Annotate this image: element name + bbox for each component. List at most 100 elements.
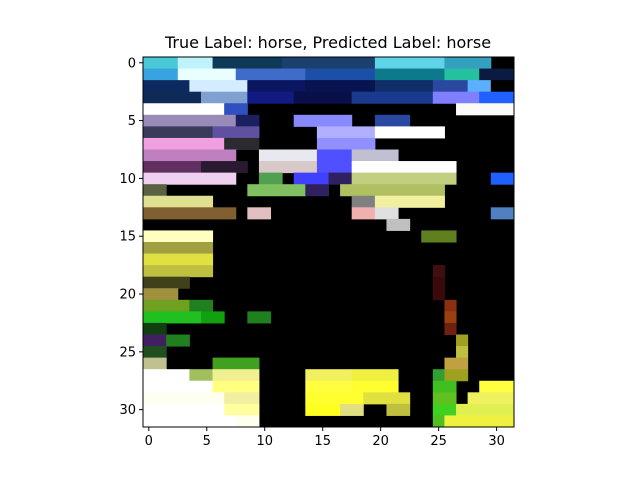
image-pixel-patch	[224, 137, 260, 150]
image-pixel-patch	[374, 195, 445, 208]
image-pixel-patch	[351, 380, 399, 393]
image-pixel-patch	[235, 68, 306, 81]
image-pixel-patch	[224, 403, 260, 416]
image-pixel-patch	[467, 80, 492, 93]
image-pixel-patch	[479, 91, 515, 104]
image-pixel-patch	[143, 334, 167, 347]
image-pixel-patch	[432, 369, 445, 382]
image-pixel-patch	[293, 91, 353, 104]
image-pixel-patch	[305, 403, 341, 416]
image-pixel-patch	[247, 80, 306, 93]
image-pixel-patch	[374, 68, 445, 81]
image-pixel-patch	[432, 265, 445, 278]
x-tick-label: 30	[488, 434, 505, 449]
image-pixel-patch	[143, 403, 225, 416]
image-pixel-patch	[143, 357, 167, 370]
image-pixel-patch	[177, 57, 214, 70]
image-pixel-patch	[258, 172, 283, 185]
image-pixel-patch	[212, 357, 260, 370]
x-tick-label: 10	[256, 434, 273, 449]
image-pixel-patch	[247, 311, 272, 324]
image-pixel-patch	[212, 126, 260, 139]
image-pixel-patch	[444, 311, 457, 324]
y-tick-label: 15	[119, 230, 136, 245]
image-pixel-patch	[305, 184, 329, 197]
image-pixel-patch	[432, 415, 445, 428]
image-pixel-patch	[143, 265, 214, 278]
image-pixel-patch	[444, 369, 469, 382]
image-pixel-patch	[374, 207, 399, 220]
image-pixel-patch	[189, 80, 248, 93]
image-pixel-patch	[143, 207, 237, 220]
y-tick-label: 0	[128, 56, 136, 71]
image-pixel-patch	[143, 230, 214, 243]
image-pixel-patch	[316, 137, 376, 150]
y-tick-label: 30	[119, 403, 136, 418]
image-pixel-patch	[386, 403, 411, 416]
image-pixel-patch	[456, 103, 515, 116]
image-pixel-patch	[143, 311, 202, 324]
image-pixel-patch	[143, 161, 202, 174]
image-pixel-patch	[316, 126, 376, 139]
image-pixel-patch	[143, 346, 167, 359]
image-pixel-patch	[258, 161, 318, 174]
image-pixel-patch	[351, 91, 434, 104]
image-pixel-patch	[351, 195, 376, 208]
image-pixel-patch	[444, 68, 480, 81]
image-pixel-patch	[351, 369, 399, 382]
image-pixel-patch	[247, 91, 295, 104]
x-tick-label: 20	[372, 434, 389, 449]
y-tick-label: 10	[119, 172, 136, 187]
image-pixel-patch	[224, 103, 248, 116]
image-pixel-patch	[386, 218, 411, 231]
image-pixel-patch	[479, 68, 515, 81]
image-pixel-patch	[444, 299, 457, 312]
image-pixel-patch	[490, 172, 515, 185]
x-tick-label: 0	[145, 434, 153, 449]
image-pixel-patch	[305, 68, 376, 81]
image-pixel-patch	[432, 403, 457, 416]
image-pixel-patch	[456, 403, 515, 416]
image-pixel-patch	[189, 369, 214, 382]
image-pixel-patch	[374, 126, 445, 139]
image-pixel-patch	[143, 380, 214, 393]
image-pixel-patch	[305, 392, 364, 405]
image-pixel-patch	[212, 369, 260, 382]
image-pixel-patch	[444, 57, 492, 70]
image-pixel-patch	[363, 392, 411, 405]
image-pixel-patch	[143, 68, 179, 81]
image-pixel-patch	[143, 91, 202, 104]
image-pixel-patch	[432, 80, 469, 93]
image-pixel-patch	[340, 403, 364, 416]
image-pixel-patch	[143, 184, 167, 197]
image-pixel-patch	[212, 380, 260, 393]
image-pixel-patch	[351, 149, 399, 162]
image-pixel-patch	[143, 114, 237, 127]
x-tick-label: 25	[430, 434, 447, 449]
image-pixel-patch	[143, 392, 225, 405]
y-tick-label: 5	[128, 114, 136, 129]
image-pixel-patch	[432, 276, 445, 289]
image-pixel-patch	[444, 415, 515, 428]
image-pixel-patch	[351, 172, 457, 185]
image-pixel-patch	[143, 137, 225, 150]
image-pixel-patch	[282, 57, 376, 70]
y-tick-label: 25	[119, 345, 136, 360]
image-pixel-patch	[374, 80, 434, 93]
image-pixel-patch	[467, 392, 515, 405]
image-pixel-patch	[224, 392, 260, 405]
axes: 0 5 10 15 20 25 30 0 5 10 15 20 25 30	[119, 56, 515, 449]
image-pixel-patch	[432, 392, 457, 405]
image-pixel-patch	[305, 380, 353, 393]
image-pixel-patch	[432, 288, 445, 301]
image-pixel-patch	[143, 172, 237, 185]
image-pixel-patch	[432, 91, 480, 104]
image-pixel-patch	[143, 242, 214, 255]
image-pixel-patch	[258, 149, 318, 162]
image-pixel-patch	[316, 161, 353, 174]
image-pixel-patch	[189, 299, 214, 312]
image-pixel-patch	[444, 322, 457, 335]
image-pixel-patch	[293, 172, 329, 185]
image-pixel-patch	[143, 253, 214, 266]
